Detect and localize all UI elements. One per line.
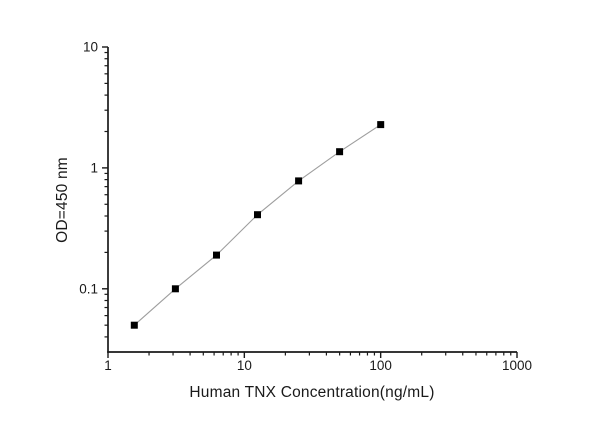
data-point-marker [171,285,179,293]
y-tick-label: 0.1 [79,281,98,296]
data-point-marker [336,148,344,156]
x-tick-label: 1000 [502,358,532,373]
y-axis-title: OD=450 nm [54,157,71,243]
data-point-marker [213,251,220,259]
data-point-marker [377,121,385,129]
data-point-marker [295,177,303,185]
plot-layer: 1 10 100 1000 0.1 1 10 [79,40,532,374]
x-tick-label: 1 [104,358,112,373]
data-point-marker [254,211,261,219]
y-tick-label: 1 [90,160,98,175]
x-tick-label: 10 [237,358,252,373]
data-point-marker [130,321,138,329]
x-axis-title: Human TNX Concentration(ng/mL) [189,384,434,401]
x-tick-label: 100 [369,358,392,373]
y-tick-label: 10 [83,40,98,55]
series-line [133,124,382,326]
